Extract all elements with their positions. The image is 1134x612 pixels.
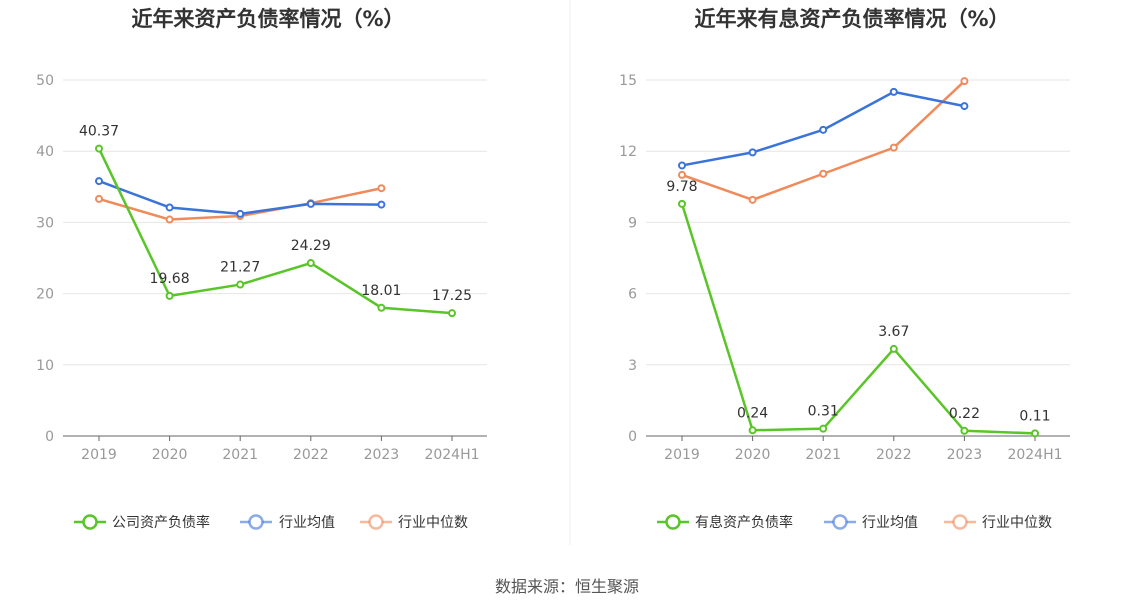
y-tick-label: 12: [619, 144, 637, 160]
data-point-avg: [236, 209, 245, 218]
legend-marker-median: [952, 514, 968, 530]
y-tick-label: 9: [628, 215, 637, 231]
data-point-company: [678, 199, 686, 208]
series-line-company: [97, 148, 453, 315]
x-tick-label: 2020: [152, 447, 188, 463]
data-point-avg: [678, 161, 686, 170]
data-label: 3.67: [878, 324, 909, 340]
data-point-median: [960, 77, 969, 86]
data-label: 0.24: [737, 405, 768, 421]
data-point-company: [819, 424, 828, 433]
data-label: 0.31: [808, 404, 839, 420]
y-tick-label: 20: [36, 287, 54, 303]
data-point-company: [960, 426, 969, 435]
data-point-company: [165, 291, 174, 300]
data-label: 0.11: [1019, 408, 1050, 424]
data-point-company: [889, 344, 898, 353]
legend-label: 行业均值: [279, 515, 335, 531]
data-point-company: [448, 309, 456, 318]
legend-marker-median: [368, 514, 384, 530]
data-label: 21.27: [220, 260, 260, 276]
data-label: 18.01: [361, 283, 401, 299]
data-label: 19.68: [150, 271, 190, 287]
data-point-avg: [819, 125, 828, 134]
y-tick-label: 40: [36, 144, 54, 160]
data-point-avg: [748, 148, 757, 157]
data-point-median: [165, 215, 174, 224]
x-tick-label: 2022: [293, 447, 329, 463]
data-point-avg: [165, 203, 174, 212]
data-label: 24.29: [291, 238, 331, 254]
series-line-median: [681, 80, 966, 202]
chart-panel-right: 近年来有息资产负债率情况（%） 0 3 6 9 12 15 2019 2020 2021 2022 2…: [619, 7, 1070, 531]
y-tick-label: 30: [36, 215, 54, 231]
legend-label: 行业中位数: [398, 515, 468, 531]
x-tick-label: 2019: [664, 447, 700, 463]
chart-panel-left: 近年来资产负债率情况（%） 0 10 20 30 40 50 2019 2020 2021 2022…: [36, 7, 487, 531]
x-tick-label: 2023: [364, 447, 400, 463]
legend-label: 行业均值: [862, 515, 918, 531]
y-tick-label: 0: [45, 429, 54, 445]
data-point-company: [236, 280, 245, 289]
data-point-avg: [306, 199, 315, 208]
x-tick-label: 2024H1: [1007, 447, 1062, 463]
chart-title: 近年来有息资产负债率情况（%）: [694, 7, 1009, 31]
data-point-company: [306, 259, 315, 268]
chart-title: 近年来资产负债率情况（%）: [131, 7, 404, 31]
y-tick-label: 15: [619, 73, 637, 89]
x-tick-label: 2023: [947, 447, 983, 463]
data-point-company: [748, 426, 757, 435]
data-point-company: [377, 303, 386, 312]
x-tick-label: 2021: [222, 447, 258, 463]
y-tick-label: 10: [36, 358, 54, 374]
y-tick-label: 50: [36, 73, 54, 89]
legend-label: 有息资产负债率: [695, 514, 793, 531]
x-tick-label: 2021: [805, 447, 841, 463]
y-tick-label: 6: [628, 287, 637, 303]
data-point-median: [819, 169, 828, 178]
data-point-avg: [889, 87, 898, 96]
legend-label: 行业中位数: [982, 515, 1052, 531]
data-label: 0.22: [949, 406, 980, 422]
y-tick-label: 3: [628, 358, 637, 374]
data-point-median: [748, 195, 757, 204]
data-point-median: [95, 194, 103, 203]
data-point-company: [95, 144, 103, 153]
x-tick-label: 2022: [876, 447, 912, 463]
data-point-median: [377, 184, 386, 193]
legend-marker-avg: [248, 514, 264, 530]
legend-marker-avg: [832, 514, 848, 530]
data-label: 17.25: [432, 288, 472, 304]
data-point-avg: [95, 177, 103, 186]
legend-marker-company: [82, 514, 98, 530]
legend-marker-company: [665, 514, 681, 530]
data-source: 数据来源：恒生聚源: [495, 577, 639, 596]
x-tick-label: 2024H1: [424, 447, 479, 463]
data-point-avg: [377, 200, 386, 209]
x-tick-label: 2019: [81, 447, 117, 463]
data-point-median: [889, 143, 898, 152]
data-label: 9.78: [666, 179, 697, 195]
series-line-company: [680, 203, 1036, 435]
y-tick-label: 0: [628, 429, 637, 445]
data-point-avg: [960, 102, 969, 111]
x-tick-label: 2020: [735, 447, 771, 463]
data-point-company: [1031, 429, 1039, 438]
data-point-median: [678, 170, 686, 179]
data-label: 40.37: [79, 124, 119, 140]
legend-label: 公司资产负债率: [112, 514, 210, 531]
